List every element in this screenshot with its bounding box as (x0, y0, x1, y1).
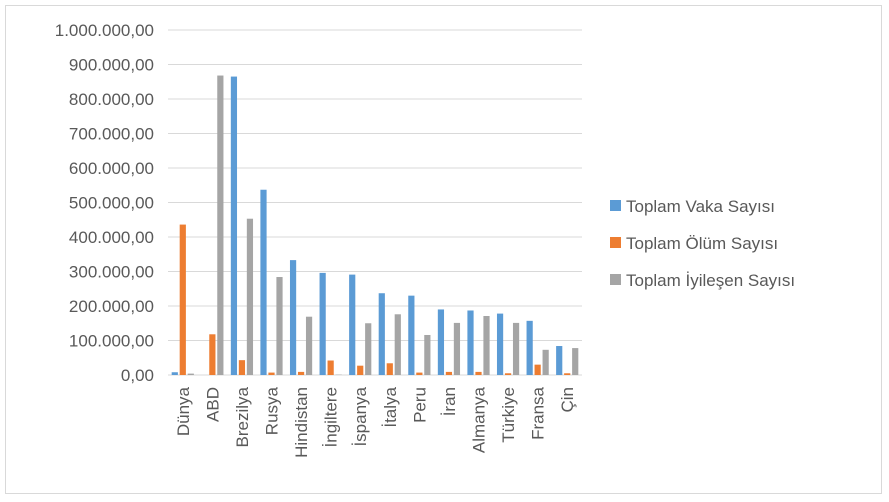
bar (416, 372, 423, 375)
bar (230, 76, 238, 375)
bar (327, 360, 334, 375)
bar (378, 293, 385, 375)
bar (496, 313, 504, 375)
bar (542, 349, 549, 375)
y-tick-label: 1.000.000,00 (55, 21, 154, 40)
bars (171, 75, 579, 375)
y-tick-label: 600.000,00 (69, 159, 154, 178)
y-tick-label: 100.000,00 (69, 332, 154, 351)
y-tick-label: 0,00 (121, 366, 154, 385)
bar (238, 360, 246, 375)
gridlines (168, 29, 582, 376)
bar (526, 320, 533, 375)
bar (556, 346, 563, 375)
legend: Toplam Vaka Sayısı Toplam Ölüm Sayısı Topl… (610, 197, 795, 290)
legend-swatch (610, 200, 621, 211)
bar (349, 274, 356, 375)
bar (187, 373, 194, 375)
bar (179, 224, 186, 375)
bar (394, 314, 401, 375)
bar (512, 322, 520, 375)
legend-label: Toplam Ölüm Sayısı (626, 234, 778, 253)
x-axis: Dünya ABD Brezilya Rusya Hindistan İngiltere İ… (174, 386, 577, 457)
x-tick-label: İspanya (351, 386, 370, 446)
legend-swatch (610, 274, 621, 285)
y-tick-label: 800.000,00 (69, 90, 154, 109)
bar (171, 372, 178, 375)
x-tick-label: Türkiye (499, 387, 518, 443)
bar (305, 316, 313, 375)
y-tick-label: 400.000,00 (69, 228, 154, 247)
bar (445, 371, 453, 375)
bar (572, 348, 579, 375)
x-tick-label: ABD (203, 387, 222, 422)
bar (437, 309, 445, 375)
legend-label: Toplam İyileşen Sayısı (626, 271, 795, 290)
bar (276, 277, 283, 375)
x-tick-label: Brezilya (233, 386, 252, 447)
bar (564, 373, 571, 375)
y-tick-label: 300.000,00 (69, 263, 154, 282)
y-tick-label: 700.000,00 (69, 125, 154, 144)
bar (260, 189, 267, 375)
x-tick-label: Peru (410, 387, 429, 423)
bar (408, 295, 415, 375)
bar (386, 363, 393, 375)
bar (289, 260, 297, 375)
bar (319, 272, 326, 375)
y-axis-ticks: 0,00 100.000,00 200.000,00 300.000,00 400.00… (55, 21, 154, 385)
bar (534, 364, 541, 375)
legend-swatch (610, 237, 621, 248)
bar (504, 373, 512, 375)
y-tick-label: 900.000,00 (69, 56, 154, 75)
bar (209, 334, 216, 375)
bar (357, 365, 364, 375)
x-tick-label: Dünya (174, 386, 193, 436)
x-tick-label: İngiltere (322, 387, 341, 447)
bar (217, 75, 224, 375)
x-tick-label: Hindistan (292, 387, 311, 458)
x-tick-label: İran (440, 387, 459, 416)
bar (475, 371, 482, 375)
bar (467, 310, 474, 375)
bar (483, 316, 490, 375)
legend-label: Toplam Vaka Sayısı (626, 197, 775, 216)
bar (365, 323, 372, 375)
y-tick-label: 500.000,00 (69, 194, 154, 213)
x-tick-label: Almanya (470, 386, 489, 453)
bar (424, 334, 431, 375)
bar (453, 322, 461, 375)
x-tick-label: Çin (558, 387, 577, 413)
x-tick-label: İtalya (381, 386, 400, 427)
chart-frame (5, 5, 882, 494)
x-tick-label: Rusya (263, 386, 282, 435)
y-tick-label: 200.000,00 (69, 297, 154, 316)
bar (268, 372, 275, 375)
bar (297, 371, 305, 375)
bar (246, 218, 254, 375)
x-tick-label: Fransa (529, 386, 548, 439)
